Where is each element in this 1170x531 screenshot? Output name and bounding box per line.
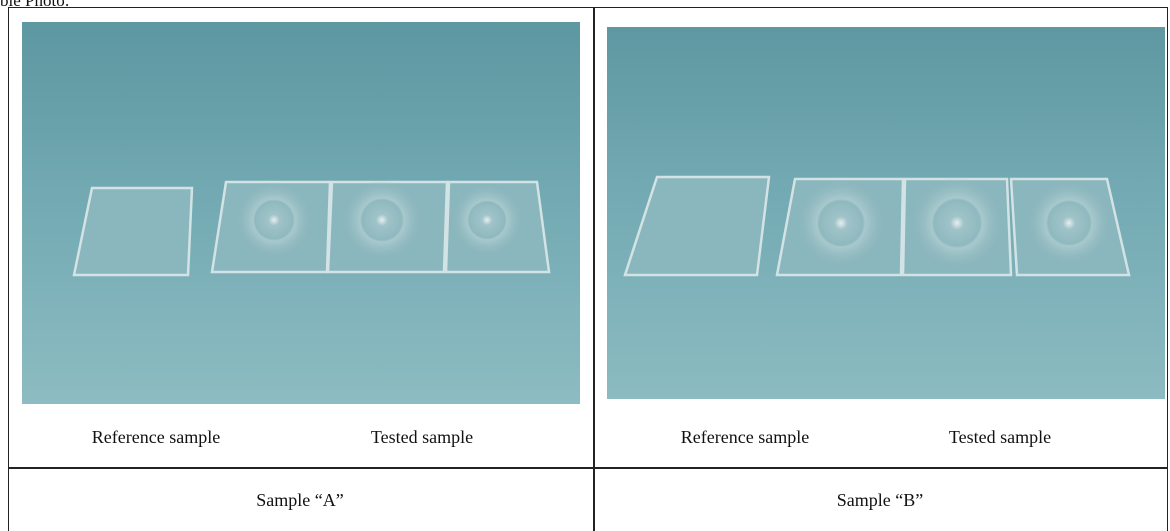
sample-label: Sample “B”: [836, 490, 924, 510]
photo-caption: Reference sample: [91, 427, 221, 447]
photo-caption: Reference sample: [680, 427, 810, 447]
section-title: ble Photo:: [0, 0, 70, 10]
photo-sample-a: [22, 22, 580, 404]
column-divider: [593, 8, 595, 531]
row-divider: [9, 467, 1167, 469]
photo-sample-b: [607, 27, 1165, 399]
sample-label: Sample “A”: [256, 490, 344, 510]
photo-caption: Tested sample: [948, 427, 1052, 447]
photo-table: Reference sample Tested sample Reference…: [8, 7, 1168, 531]
photo-caption: Tested sample: [370, 427, 474, 447]
